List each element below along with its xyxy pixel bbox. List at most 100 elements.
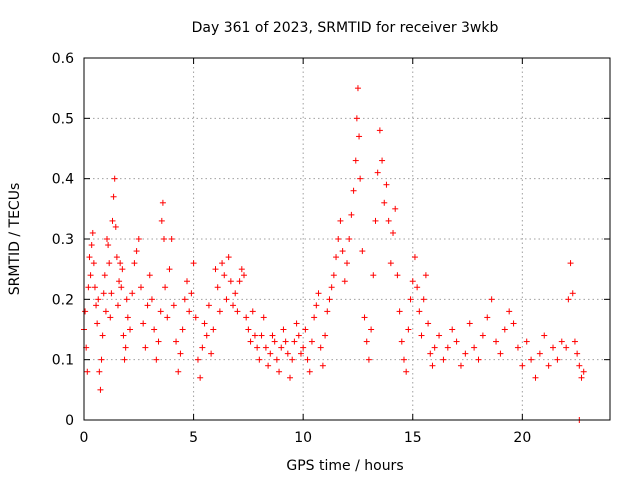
data-point [479,332,486,339]
data-point [249,308,256,315]
data-point [199,344,206,351]
data-point [501,326,508,333]
data-point [284,350,291,357]
data-point [194,356,201,363]
data-point [203,332,210,339]
data-point [339,248,346,255]
data-point [405,326,412,333]
data-point [148,296,155,303]
data-point [91,284,98,291]
data-point [181,296,188,303]
data-point [133,248,140,255]
data-point [173,338,180,345]
data-point [567,260,574,267]
data-point [192,314,199,321]
data-point [160,236,167,242]
data-point [114,302,121,309]
data-point [576,362,583,369]
data-point [245,326,252,333]
data-point [86,254,93,261]
data-point [101,272,108,279]
data-point [118,284,125,291]
data-point [523,338,530,345]
data-point [127,326,134,333]
data-point [346,236,353,242]
data-point [453,338,460,345]
data-point [197,374,204,381]
data-point [155,338,162,345]
data-point [201,320,208,327]
data-point [571,338,578,345]
data-point [135,236,142,242]
data-point [414,284,421,291]
data-point [416,308,423,315]
data-point [112,223,119,230]
data-point [409,278,416,285]
data-point [273,356,280,363]
data-point [352,157,359,164]
data-point [295,332,302,339]
data-point [510,320,517,327]
data-point [124,314,131,321]
data-point [166,266,173,273]
data-point [457,362,464,369]
data-point [580,368,587,375]
data-point [574,350,581,357]
data-point [117,260,124,267]
data-point [142,344,149,351]
data-point [269,332,276,339]
data-point [440,356,447,363]
x-tick-label: 15 [404,430,422,446]
data-point [381,199,388,206]
data-point [444,344,451,351]
data-point [108,290,115,297]
data-point [385,217,392,224]
y-tick-label: 0 [65,413,74,429]
data-point [475,356,482,363]
chart-title: Day 361 of 2023, SRMTID for receiver 3wk… [192,20,499,36]
data-point [223,296,230,303]
data-point [278,344,285,351]
data-point [541,332,548,339]
data-point [267,350,274,357]
data-point [536,350,543,357]
data-point [111,175,118,182]
data-point [317,344,324,351]
data-point [293,320,300,327]
data-point [350,187,357,194]
data-point [276,368,283,375]
data-point [102,308,109,315]
data-point [363,338,370,345]
data-point [151,326,158,333]
data-point [256,356,263,363]
data-point [519,362,526,369]
data-point [280,326,287,333]
gridlines [84,58,610,420]
data-point [341,278,348,285]
data-point [251,332,258,339]
data-point [84,368,91,375]
data-point [390,229,397,236]
data-point [324,308,331,315]
data-point [506,308,513,315]
data-point [569,290,576,297]
data-point [300,344,307,351]
data-point [260,314,267,321]
data-point [120,332,127,339]
data-point [234,308,241,315]
data-point [466,320,473,327]
data-point [308,338,315,345]
y-axis-label: SRMTID / TECUs [7,183,23,296]
data-point [398,338,405,345]
data-point [418,332,425,339]
data-point [578,374,585,381]
data-point [137,284,144,291]
data-point [337,217,344,224]
data-point [403,368,410,375]
data-point [420,296,427,303]
data-point [344,260,350,267]
data-point [484,314,491,321]
data-point [528,356,535,363]
data-point [365,356,372,363]
data-point [545,362,552,369]
